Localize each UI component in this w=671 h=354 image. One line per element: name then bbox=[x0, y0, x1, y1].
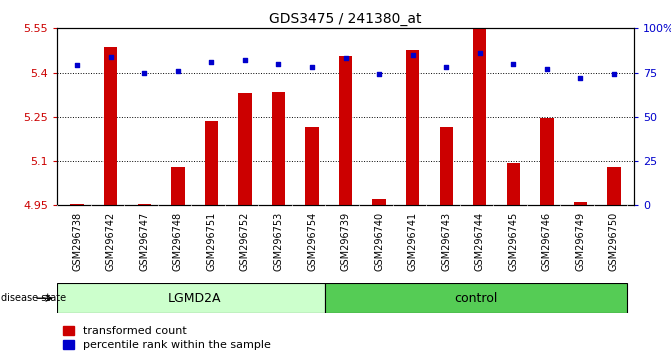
Text: GSM296745: GSM296745 bbox=[509, 212, 518, 271]
Bar bbox=[171, 167, 185, 205]
Legend: transformed count, percentile rank within the sample: transformed count, percentile rank withi… bbox=[62, 326, 270, 350]
Title: GDS3475 / 241380_at: GDS3475 / 241380_at bbox=[269, 12, 422, 26]
Bar bbox=[325, 283, 627, 313]
Text: GSM296738: GSM296738 bbox=[72, 212, 82, 271]
Text: disease state: disease state bbox=[1, 293, 66, 303]
Bar bbox=[138, 204, 151, 205]
Bar bbox=[339, 56, 352, 205]
Bar bbox=[607, 167, 621, 205]
Text: GSM296743: GSM296743 bbox=[442, 212, 451, 271]
Bar bbox=[57, 283, 325, 313]
Bar bbox=[473, 28, 486, 205]
Point bbox=[105, 54, 116, 59]
Text: GSM296750: GSM296750 bbox=[609, 212, 619, 271]
Point bbox=[139, 70, 150, 75]
Text: GSM296751: GSM296751 bbox=[207, 212, 216, 271]
Text: GSM296739: GSM296739 bbox=[341, 212, 350, 271]
Point bbox=[609, 72, 619, 77]
Bar bbox=[70, 204, 84, 205]
Point bbox=[340, 56, 351, 61]
Point bbox=[441, 64, 452, 70]
Point bbox=[374, 72, 384, 77]
Bar bbox=[507, 162, 520, 205]
Point bbox=[273, 61, 284, 67]
Text: LGMD2A: LGMD2A bbox=[168, 292, 221, 305]
Point bbox=[206, 59, 217, 65]
Point bbox=[541, 66, 552, 72]
Point bbox=[172, 68, 183, 74]
Bar bbox=[205, 121, 218, 205]
Text: GSM296753: GSM296753 bbox=[274, 212, 283, 271]
Text: GSM296741: GSM296741 bbox=[408, 212, 417, 271]
Bar bbox=[305, 127, 319, 205]
Point bbox=[407, 52, 418, 58]
Bar bbox=[574, 202, 587, 205]
Text: GSM296740: GSM296740 bbox=[374, 212, 384, 271]
Bar bbox=[540, 118, 554, 205]
Bar bbox=[406, 51, 419, 205]
Bar bbox=[272, 92, 285, 205]
Text: GSM296746: GSM296746 bbox=[542, 212, 552, 271]
Point bbox=[72, 63, 83, 68]
Bar bbox=[372, 199, 386, 205]
Text: GSM296742: GSM296742 bbox=[106, 212, 115, 271]
Bar bbox=[104, 47, 117, 205]
Text: GSM296747: GSM296747 bbox=[140, 212, 149, 271]
Bar bbox=[440, 127, 453, 205]
Point bbox=[240, 57, 250, 63]
Text: GSM296754: GSM296754 bbox=[307, 212, 317, 271]
Text: control: control bbox=[455, 292, 498, 305]
Point bbox=[307, 64, 317, 70]
Point bbox=[575, 75, 586, 81]
Text: GSM296748: GSM296748 bbox=[173, 212, 183, 271]
Bar bbox=[238, 93, 252, 205]
Text: GSM296749: GSM296749 bbox=[576, 212, 585, 271]
Text: GSM296752: GSM296752 bbox=[240, 212, 250, 271]
Point bbox=[474, 50, 485, 56]
Text: GSM296744: GSM296744 bbox=[475, 212, 484, 271]
Point bbox=[508, 61, 519, 67]
